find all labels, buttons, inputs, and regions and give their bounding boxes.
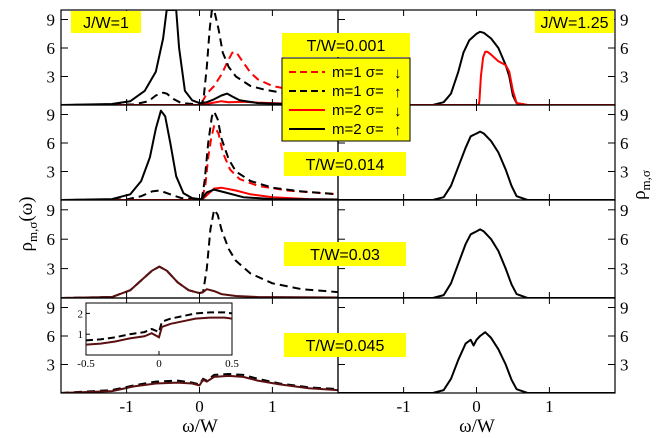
legend-arrow-2: ↓ — [394, 103, 402, 120]
inset-series-line-18 — [85, 316, 233, 346]
inset-ytick-label: 2 — [78, 308, 84, 320]
ytick-label-left-r2: 9 — [47, 201, 56, 220]
ytick-label-left-r1: 9 — [47, 106, 56, 125]
xtick-label-c0: 0 — [195, 397, 204, 416]
series-line-r1-c0-8 — [61, 186, 338, 200]
column-label-left: J/W=1 — [83, 15, 129, 32]
row-label-3: T/W=0.045 — [306, 338, 385, 355]
y-axis-label-right: ρm,σ — [629, 170, 653, 200]
series-line-r3-c0-15 — [61, 374, 338, 393]
y-axis-label-right-sub: m,σ — [638, 170, 653, 190]
legend-label-2: m=2 σ= — [332, 102, 384, 119]
row-label-0: T/W=0.001 — [307, 38, 386, 55]
xtick-label-c1: 1 — [545, 397, 554, 416]
series-line-r1-c0-9 — [61, 109, 338, 200]
ytick-label-left-r3: 9 — [47, 299, 56, 318]
xtick-label-c1: -1 — [397, 397, 411, 416]
inset-xtick-label: -0.5 — [77, 358, 95, 370]
ytick-label-right-r3: 3 — [620, 356, 629, 375]
ytick-label-right-r0: 9 — [620, 11, 629, 30]
ytick-label-left-r2: 6 — [47, 230, 56, 249]
ytick-label-left-r0: 3 — [47, 68, 56, 87]
row-label-1-bg — [284, 152, 406, 176]
ytick-label-right-r3: 6 — [620, 327, 629, 346]
legend-arrow-0: ↓ — [394, 65, 402, 82]
ytick-label-right-r1: 3 — [620, 163, 629, 182]
legend-label-1: m=1 σ= — [332, 83, 384, 100]
legend-label-0: m=1 σ= — [332, 64, 384, 81]
series-line-r0-c1-5 — [338, 50, 615, 105]
ytick-label-right-r1: 9 — [620, 106, 629, 125]
svg-text:ρm,σ: ρm,σ — [629, 170, 653, 200]
ytick-label-right-r2: 3 — [620, 260, 629, 279]
x-axis-label-left: ω/W — [182, 416, 218, 437]
row-label-0-bg — [282, 33, 410, 57]
x-axis-label-right: ω/W — [459, 416, 495, 437]
ytick-label-left-r3: 6 — [47, 327, 56, 346]
series-line-r2-c1-13 — [338, 228, 615, 298]
inset-series-line-17 — [85, 311, 233, 342]
legend-arrow-3: ↑ — [394, 122, 402, 139]
column-label-left-bg — [71, 11, 141, 33]
row-label-3-bg — [284, 333, 406, 357]
inset-xtick-label: 0.5 — [225, 358, 239, 370]
ytick-label-right-r0: 3 — [620, 68, 629, 87]
series-line-r1-c1-10 — [338, 130, 615, 200]
legend-arrow-1: ↑ — [394, 84, 402, 101]
column-label-right: J/W=1.25 — [540, 15, 608, 32]
xtick-label-c0: -1 — [120, 397, 134, 416]
row-label-2: T/W=0.03 — [310, 247, 380, 264]
curve-layer — [61, 10, 615, 393]
ytick-label-right-r3: 9 — [620, 299, 629, 318]
ytick-label-right-r2: 6 — [620, 230, 629, 249]
xtick-label-c1: 0 — [472, 397, 481, 416]
ytick-label-left-r1: 6 — [47, 134, 56, 153]
inset-plot: 1 2 -0.5 0 0.5 — [77, 302, 239, 370]
label-layer: 3 6 9 3 6 9 3 6 9 3 6 9 3 6 9 3 6 9 3 6 9 3 6 9 -1 0 1 -1 0 1 J/W=1 J/W… — [47, 11, 629, 417]
ytick-label-left-r0: 6 — [47, 39, 56, 58]
y-axis-label-left-paren: (ω) — [16, 196, 37, 221]
y-axis-label-right-main: ρ — [629, 190, 650, 199]
inset-ytick-label: 1 — [78, 329, 84, 341]
row-label-2-bg — [284, 242, 406, 266]
ytick-label-left-r2: 3 — [47, 260, 56, 279]
legend: m=1 σ= ↓ m=1 σ= ↑ m=2 σ= ↓ m=2 σ= ↑ — [281, 57, 411, 142]
series-line-r1-c0-7 — [61, 110, 338, 200]
ytick-label-right-r0: 6 — [620, 39, 629, 58]
series-line-r2-c0-12 — [61, 265, 338, 298]
ytick-label-right-r1: 6 — [620, 134, 629, 153]
row-label-1: T/W=0.014 — [306, 157, 385, 174]
legend-label-3: m=2 σ= — [332, 121, 384, 138]
series-line-r0-c1-4 — [338, 30, 615, 105]
column-label-right-bg — [535, 11, 614, 33]
series-line-r3-c1-16 — [338, 331, 615, 393]
y-axis-label-left-sub: m,σ — [25, 222, 40, 242]
y-axis-label-left-main: ρ — [16, 242, 37, 251]
series-line-r0-c0-3 — [61, 10, 338, 105]
ytick-label-left-r3: 3 — [47, 356, 56, 375]
ytick-label-left-r1: 3 — [47, 163, 56, 182]
xtick-label-c0: 1 — [268, 397, 277, 416]
y-axis-label-left: ρm,σ(ω) — [16, 196, 40, 251]
ytick-label-right-r2: 9 — [620, 201, 629, 220]
svg-text:ρm,σ(ω): ρm,σ(ω) — [16, 196, 40, 251]
inset-xtick-label: 0 — [156, 358, 162, 370]
ytick-label-left-r0: 9 — [47, 11, 56, 30]
